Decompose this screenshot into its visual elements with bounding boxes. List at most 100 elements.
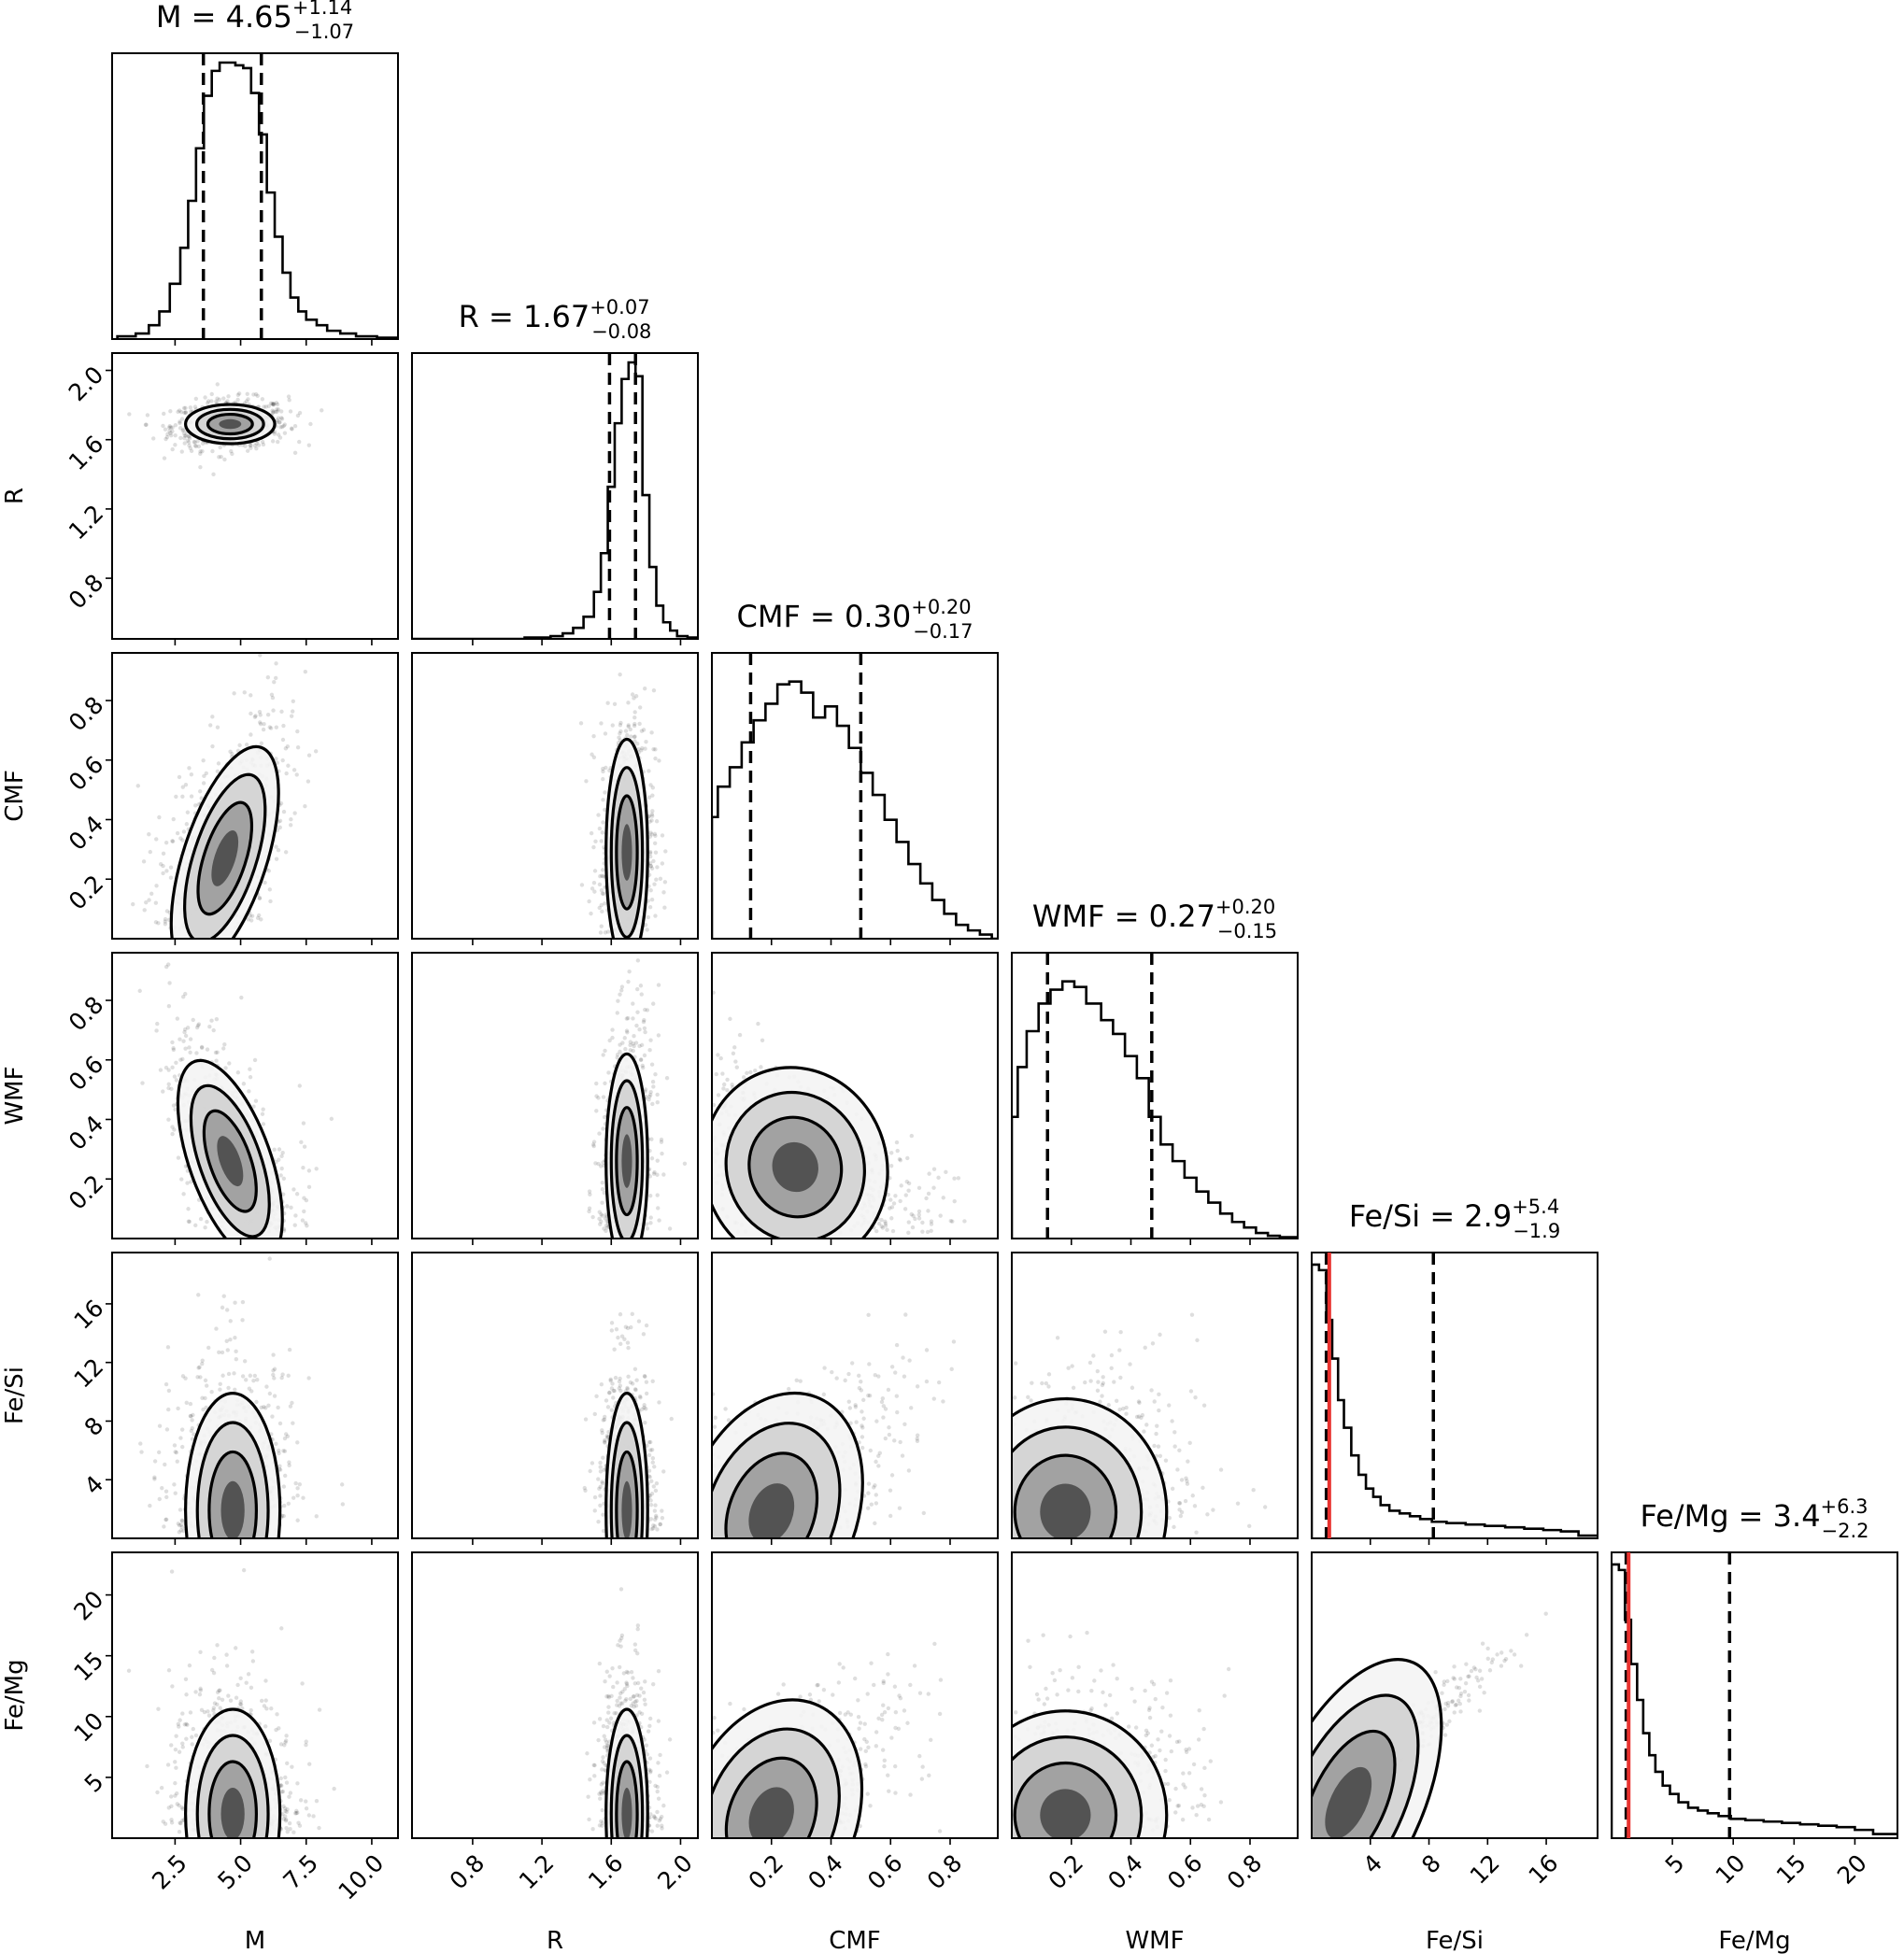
scatter-point: [759, 1065, 763, 1069]
scatter-point: [590, 1214, 595, 1220]
scatter-point: [290, 709, 295, 714]
scatter-point: [107, 855, 111, 858]
scatter-point: [659, 1137, 664, 1142]
scatter-point: [926, 1191, 931, 1196]
scatter-point: [265, 674, 271, 680]
scatter-point: [601, 798, 605, 802]
scatter-point: [176, 1155, 181, 1160]
scatter-point: [889, 1151, 894, 1155]
scatter-point: [902, 1207, 908, 1211]
scatter-point: [704, 1136, 708, 1140]
scatter-point: [163, 1462, 167, 1467]
density-contour: [621, 824, 632, 881]
scatter-point: [624, 1028, 630, 1033]
scatter-point: [297, 410, 303, 416]
scatter-point: [277, 1451, 281, 1456]
scatter-point: [262, 1405, 266, 1409]
scatter-point: [647, 1174, 652, 1179]
scatter-point: [221, 1046, 226, 1051]
scatter-point: [600, 873, 604, 878]
scatter-point: [590, 886, 595, 891]
panel-wmf-vs-cmf: [671, 990, 967, 1239]
scatter-point: [217, 397, 222, 402]
scatter-point: [599, 721, 604, 726]
scatter-point: [600, 1200, 604, 1205]
scatter-point: [277, 1147, 282, 1152]
scatter-point: [277, 420, 282, 425]
scatter-point: [161, 871, 165, 876]
scatter-point: [271, 1368, 276, 1373]
scatter-point: [147, 898, 151, 902]
scatter-point: [171, 1046, 176, 1051]
scatter-point: [637, 721, 642, 727]
scatter-point: [182, 410, 187, 416]
scatter-point: [162, 411, 166, 417]
scatter-point: [263, 880, 267, 885]
scatter-point: [615, 1052, 620, 1057]
scatter-point: [600, 1187, 605, 1192]
scatter-point: [604, 1212, 608, 1217]
scatter-point: [274, 757, 278, 761]
scatter-point: [205, 1047, 210, 1052]
scatter-point: [187, 1045, 192, 1050]
scatter-point: [214, 1016, 220, 1022]
scatter-point: [161, 1089, 165, 1094]
scatter-point: [601, 766, 605, 772]
scatter-point: [164, 1427, 170, 1432]
scatter-point: [638, 1057, 644, 1063]
scatter-point: [155, 1021, 160, 1027]
scatter-point: [189, 772, 194, 777]
scatter-point: [619, 940, 623, 943]
scatter-point: [193, 396, 199, 402]
scatter-point: [638, 1057, 644, 1062]
scatter-point: [203, 1378, 208, 1383]
scatter-point: [651, 1171, 657, 1176]
scatter-point: [163, 427, 168, 432]
scatter-point: [721, 1082, 727, 1087]
scatter-point: [671, 1139, 675, 1142]
scatter-point: [163, 964, 169, 970]
scatter-point: [259, 741, 264, 746]
scatter-point: [600, 1181, 604, 1185]
scatter-point: [164, 909, 170, 913]
scatter-point: [279, 409, 284, 414]
scatter-point: [178, 1436, 183, 1440]
scatter-point: [632, 696, 636, 701]
scatter-point: [291, 768, 297, 772]
scatter-point: [215, 396, 220, 401]
scatter-point: [156, 921, 161, 926]
scatter-point: [632, 1043, 636, 1049]
scatter-point: [183, 410, 189, 415]
scatter-point: [240, 1374, 246, 1379]
scatter-point: [603, 1048, 607, 1054]
scatter-point: [272, 1366, 277, 1371]
scatter-point: [329, 1116, 334, 1122]
scatter-point: [632, 734, 637, 740]
scatter-point: [173, 443, 178, 447]
scatter-point: [253, 714, 258, 718]
scatter-point: [280, 1150, 285, 1155]
scatter-point: [174, 1078, 179, 1083]
scatter-point: [279, 1375, 284, 1381]
scatter-point: [623, 729, 629, 733]
scatter-point: [283, 746, 289, 751]
scatter-point: [180, 838, 185, 842]
scatter-point: [222, 457, 227, 462]
scatter-point: [249, 1389, 254, 1394]
scatter-point: [178, 420, 182, 426]
scatter-point: [314, 1514, 319, 1519]
scatter-point: [249, 918, 254, 923]
scatter-point: [166, 1003, 172, 1009]
scatter-point: [305, 779, 311, 784]
scatter-point: [301, 1495, 305, 1500]
scatter-point: [186, 433, 191, 439]
scatter-point: [271, 403, 277, 407]
scatter-point: [287, 1347, 292, 1352]
scatter-point: [916, 1212, 921, 1217]
scatter-point: [637, 705, 643, 710]
scatter-point: [340, 1502, 346, 1507]
scatter-point: [182, 435, 187, 441]
scatter-point: [181, 829, 187, 834]
scatter-point: [262, 404, 266, 409]
scatter-point: [174, 1060, 178, 1066]
